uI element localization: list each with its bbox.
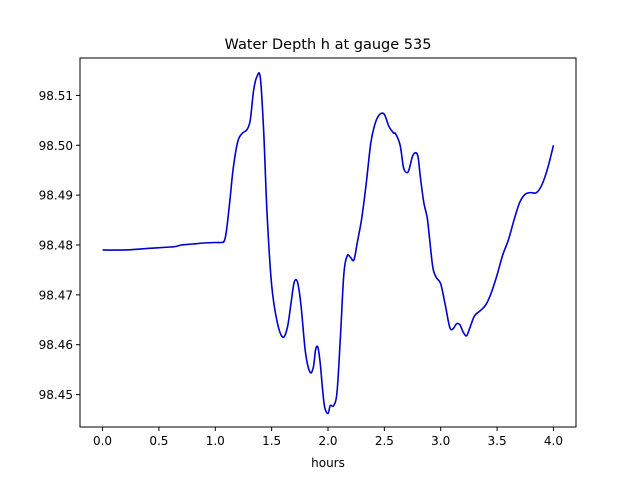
x-tick-label: 3.0 [431, 434, 450, 448]
y-tick-label: 98.46 [39, 338, 73, 352]
plot-frame [79, 57, 577, 428]
x-tick-label: 4.0 [544, 434, 563, 448]
plot-area [102, 71, 555, 415]
y-axis-ticks: 98.45 98.46 98.47 98.48 98.49 98.50 98.51 [39, 89, 80, 402]
y-tick-label: 98.48 [39, 238, 73, 252]
y-tick-label: 98.51 [39, 89, 73, 103]
y-tick-label: 98.49 [39, 189, 73, 203]
x-tick-label: 1.0 [206, 434, 225, 448]
x-tick-label: 1.5 [262, 434, 281, 448]
x-axis-label: hours [311, 456, 345, 470]
x-tick-label: 0.5 [149, 434, 168, 448]
x-axis-ticks: 0.0 0.5 1.0 1.5 2.0 2.5 3.0 3.5 4.0 [93, 427, 563, 448]
series-line-0 [102, 71, 555, 415]
y-tick-label: 98.45 [39, 388, 73, 402]
chart-title: Water Depth h at gauge 535 [225, 37, 432, 53]
x-tick-label: 0.0 [93, 434, 112, 448]
y-tick-label: 98.50 [39, 139, 73, 153]
x-tick-label: 2.0 [318, 434, 337, 448]
x-tick-label: 2.5 [375, 434, 394, 448]
x-tick-label: 3.5 [488, 434, 507, 448]
y-tick-label: 98.47 [39, 288, 73, 302]
